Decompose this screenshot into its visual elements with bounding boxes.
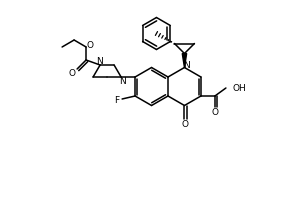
Text: O: O xyxy=(87,41,94,50)
Text: O: O xyxy=(182,119,189,128)
Text: N: N xyxy=(96,57,102,66)
Text: N: N xyxy=(183,61,190,70)
Polygon shape xyxy=(182,54,187,68)
Text: N: N xyxy=(119,77,125,86)
Text: F: F xyxy=(114,96,120,105)
Text: O: O xyxy=(69,68,76,77)
Text: OH: OH xyxy=(233,84,247,93)
Text: O: O xyxy=(212,108,218,117)
